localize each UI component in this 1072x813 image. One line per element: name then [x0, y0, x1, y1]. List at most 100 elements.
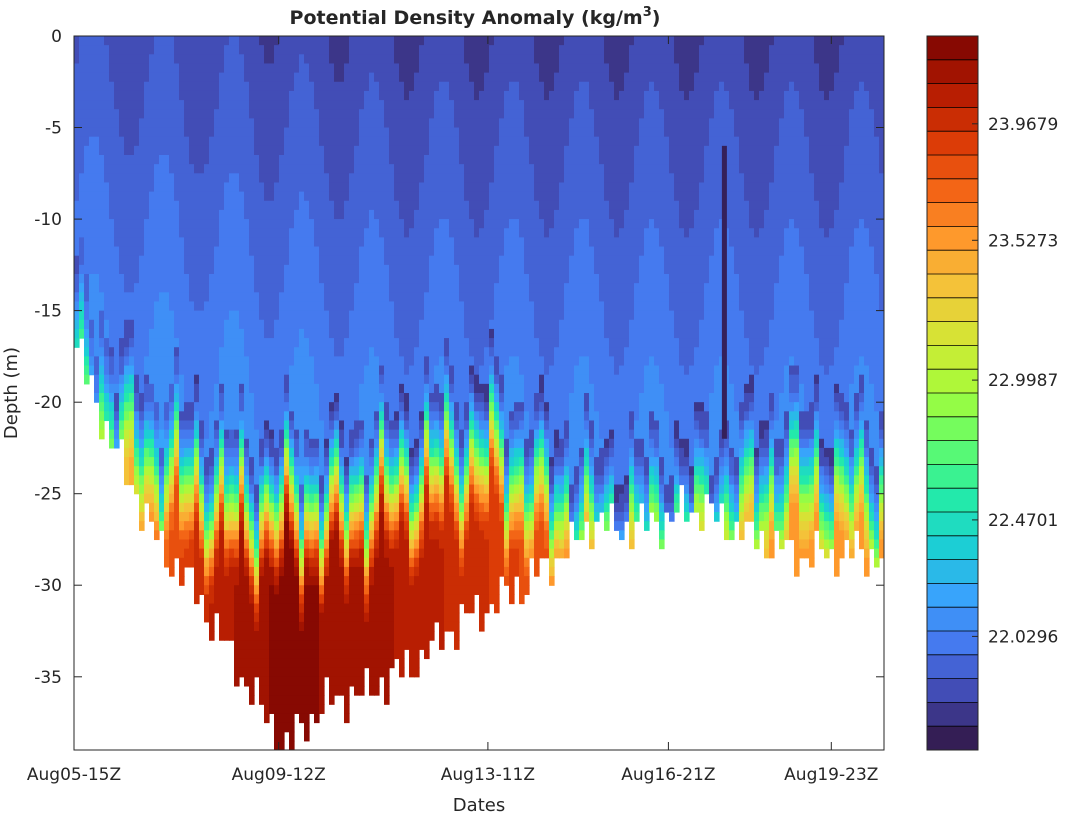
- field-cell: [394, 493, 400, 504]
- field-cell: [74, 219, 80, 229]
- field-cell: [274, 667, 280, 678]
- field-cell: [234, 54, 240, 65]
- field-cell: [84, 145, 90, 156]
- field-cell: [134, 100, 140, 110]
- field-cell: [304, 621, 310, 632]
- field-cell: [369, 365, 375, 376]
- field-cell: [279, 90, 285, 101]
- field-cell: [449, 521, 455, 531]
- field-cell: [414, 255, 420, 266]
- field-cell: [79, 200, 85, 211]
- field-cell: [174, 475, 180, 486]
- field-cell: [329, 457, 335, 467]
- field-cell: [264, 383, 270, 394]
- field-cell: [274, 136, 280, 147]
- field-cell: [369, 685, 375, 696]
- field-cell: [429, 136, 435, 147]
- field-cell: [389, 576, 395, 586]
- field-cell: [389, 347, 395, 357]
- field-cell: [184, 237, 190, 248]
- field-cell: [109, 356, 115, 367]
- field-cell: [419, 612, 425, 623]
- field-cell: [149, 319, 155, 330]
- field-cell: [134, 63, 140, 74]
- field-cell: [274, 594, 280, 605]
- field-cell: [79, 292, 85, 303]
- field-cell: [389, 155, 395, 165]
- field-cell: [379, 411, 385, 422]
- field-cell: [239, 493, 245, 504]
- field-cell: [149, 356, 155, 367]
- field-cell: [314, 658, 320, 669]
- field-cell: [149, 118, 155, 129]
- field-cell: [309, 328, 315, 339]
- field-cell: [259, 118, 265, 129]
- field-cell: [279, 54, 285, 65]
- field-cell: [184, 383, 190, 394]
- field-cell: [179, 319, 185, 330]
- field-cell: [164, 200, 170, 211]
- field-cell: [169, 539, 175, 550]
- field-cell: [399, 118, 405, 129]
- field-cell: [219, 338, 225, 348]
- field-cell: [384, 512, 390, 522]
- field-cell: [119, 319, 125, 330]
- field-cell: [379, 237, 385, 248]
- field-cell: [384, 365, 390, 376]
- field-cell: [339, 283, 345, 293]
- field-cell: [89, 365, 95, 376]
- field-cell: [439, 200, 445, 211]
- field-cell: [279, 585, 285, 595]
- field-cell: [324, 530, 330, 541]
- field-cell: [274, 548, 280, 559]
- field-cell: [149, 457, 155, 467]
- field-cell: [229, 90, 235, 101]
- field-cell: [284, 310, 290, 321]
- field-cell: [244, 292, 250, 303]
- field-cell: [349, 347, 355, 357]
- field-cell: [269, 173, 275, 184]
- field-cell: [234, 365, 240, 376]
- field-cell: [339, 548, 345, 559]
- field-cell: [234, 566, 240, 577]
- field-cell: [339, 603, 345, 614]
- field-cell: [179, 347, 185, 357]
- field-cell: [379, 228, 385, 238]
- field-cell: [94, 164, 100, 174]
- field-cell: [139, 237, 145, 248]
- field-cell: [394, 246, 400, 257]
- field-cell: [359, 301, 365, 312]
- field-cell: [264, 81, 270, 92]
- field-cell: [289, 328, 295, 339]
- field-cell: [454, 319, 460, 330]
- field-cell: [299, 347, 305, 357]
- field-cell: [74, 246, 80, 257]
- field-cell: [219, 356, 225, 367]
- field-cell: [99, 100, 105, 110]
- field-cell: [224, 493, 230, 504]
- field-cell: [449, 429, 455, 440]
- field-cell: [344, 667, 350, 678]
- field-cell: [299, 209, 305, 220]
- field-cell: [359, 603, 365, 614]
- field-cell: [114, 328, 120, 339]
- field-cell: [259, 81, 265, 92]
- field-cell: [244, 576, 250, 586]
- field-cell: [379, 310, 385, 321]
- field-cell: [189, 164, 195, 174]
- field-cell: [294, 338, 300, 348]
- field-cell: [264, 402, 270, 412]
- field-cell: [419, 621, 425, 632]
- field-cell: [279, 557, 285, 568]
- field-cell: [449, 493, 455, 504]
- field-cell: [139, 200, 145, 211]
- field-cell: [144, 81, 150, 92]
- field-cell: [399, 319, 405, 330]
- field-cell: [199, 447, 205, 458]
- field-cell: [334, 475, 340, 486]
- field-cell: [369, 255, 375, 266]
- field-cell: [354, 338, 360, 348]
- field-cell: [394, 200, 400, 211]
- field-cell: [174, 438, 180, 449]
- field-cell: [364, 310, 370, 321]
